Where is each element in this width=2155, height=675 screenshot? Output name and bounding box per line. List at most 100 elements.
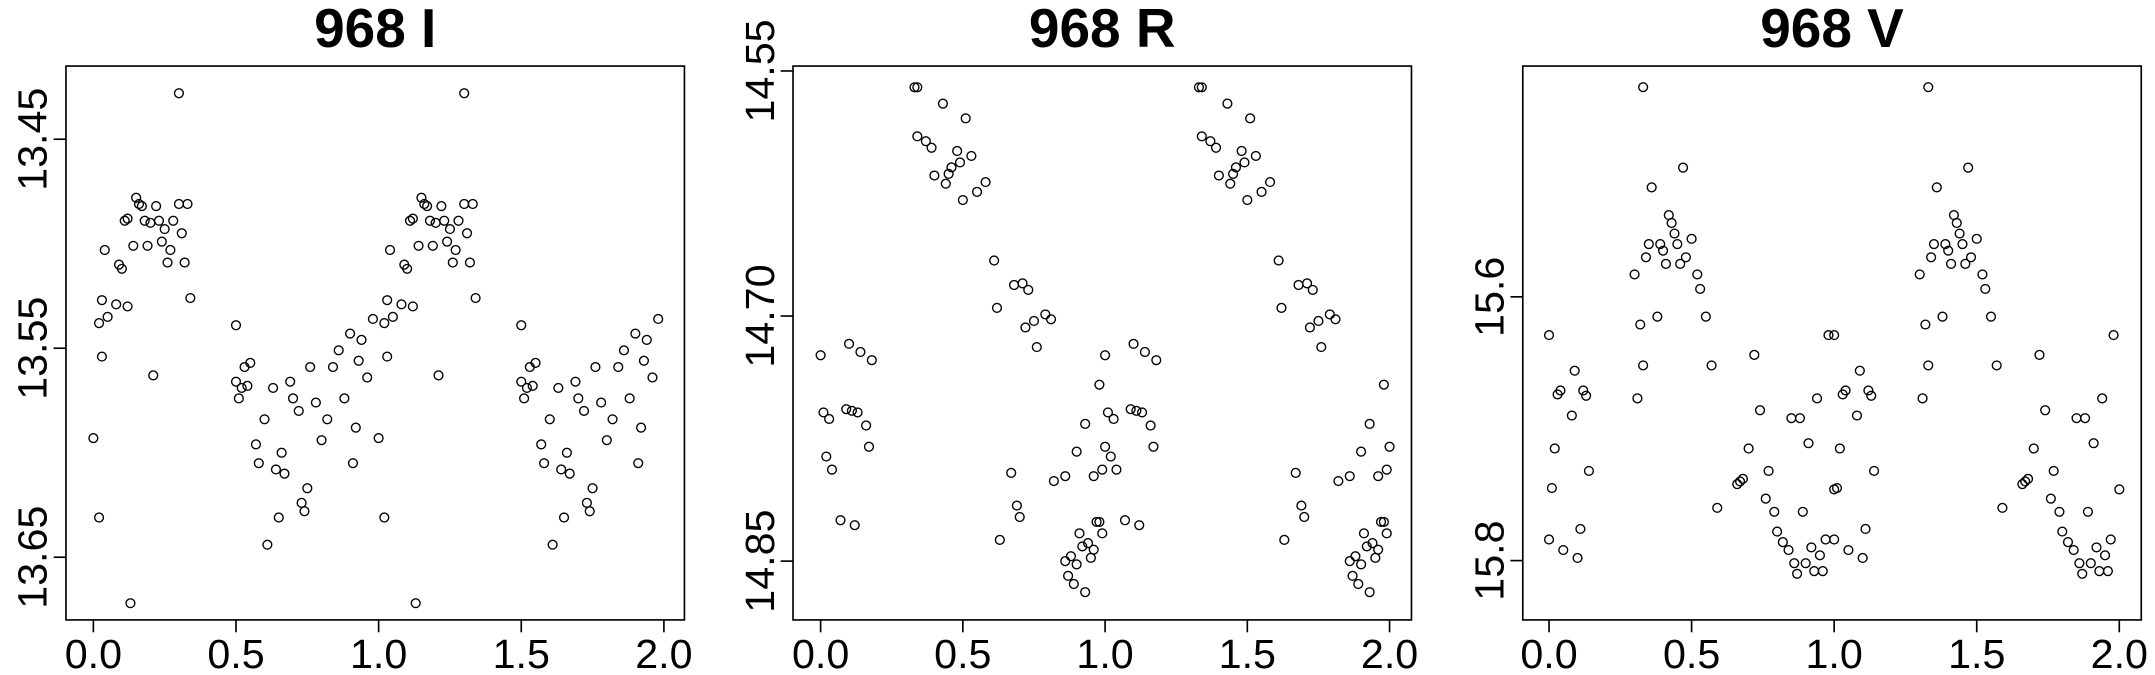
data-point (1245, 113, 1256, 124)
data-point (382, 351, 393, 362)
x-tick-label: 0.0 (792, 631, 849, 675)
data-point (1854, 365, 1865, 376)
data-point (1065, 551, 1077, 562)
data-point (633, 458, 644, 469)
data-point (173, 88, 185, 99)
data-point (459, 88, 470, 99)
x-tick-label: 0.5 (1663, 631, 1720, 675)
plot-frame (65, 65, 686, 621)
data-point (1951, 217, 1962, 229)
data-point (1558, 544, 1569, 556)
data-point (584, 506, 595, 517)
data-point (2079, 413, 2091, 424)
data-point (1712, 502, 1723, 513)
data-point (912, 131, 923, 142)
data-point (940, 178, 951, 189)
data-point (1814, 550, 1825, 561)
data-point (2097, 393, 2108, 404)
data-point (1632, 393, 1643, 404)
data-point (1213, 170, 1224, 181)
panel: 968 I 0.0 0.5 1.0 1.5 2.0 13.45 13.55 13.65 (10, 0, 693, 675)
data-point (145, 217, 156, 228)
data-point (1264, 176, 1276, 188)
data-point (1008, 279, 1020, 291)
data-point (1669, 228, 1680, 239)
data-point (450, 244, 461, 256)
data-point (1125, 404, 1136, 415)
data-point (111, 299, 122, 310)
data-point (453, 215, 464, 226)
data-point (316, 435, 327, 446)
data-point (1546, 482, 1557, 494)
data-point (1803, 438, 1814, 449)
data-point (1743, 443, 1754, 454)
data-point (1210, 142, 1222, 153)
data-point (943, 168, 954, 179)
data-point (1737, 473, 1749, 484)
data-point (1356, 446, 1367, 457)
data-point (179, 257, 190, 268)
data-point (846, 405, 857, 416)
data-point (1006, 467, 1017, 478)
data-point (1145, 420, 1156, 431)
data-point (1063, 570, 1074, 581)
data-point (1102, 407, 1114, 418)
data-point (1666, 217, 1677, 229)
data-point (1330, 314, 1341, 325)
data-point (1373, 471, 1384, 482)
data-point (1085, 552, 1096, 563)
data-point (119, 215, 130, 226)
data-point (957, 194, 968, 206)
data-point (156, 236, 167, 247)
data-point (841, 404, 852, 415)
data-point (544, 414, 555, 425)
data-point (573, 393, 584, 404)
data-point (353, 355, 364, 366)
data-point (267, 382, 279, 394)
data-point (521, 382, 533, 394)
data-point (1236, 145, 1247, 157)
data-point (1914, 269, 1925, 280)
data-point (159, 224, 170, 235)
data-point (516, 376, 527, 387)
data-point (379, 318, 390, 329)
data-point (96, 351, 107, 362)
x-tick-label: 0.5 (207, 631, 264, 675)
data-point (1088, 544, 1099, 555)
data-point (1549, 443, 1560, 454)
data-point (1686, 233, 1697, 244)
data-point (464, 257, 475, 268)
data-point (2102, 566, 2113, 577)
data-point (587, 483, 598, 494)
data-point (1760, 493, 1771, 504)
data-point (347, 458, 359, 469)
data-point (153, 215, 165, 226)
data-point (966, 150, 977, 162)
data-point (971, 186, 983, 197)
data-point (1943, 245, 1954, 256)
data-point (1834, 443, 1845, 454)
data-point (162, 257, 173, 268)
plot-frame (1521, 65, 2143, 621)
data-point (536, 439, 547, 450)
data-point (362, 372, 373, 383)
x-tick-label: 2.0 (2091, 631, 2148, 675)
data-point (384, 244, 396, 256)
data-point (1572, 552, 1583, 564)
data-point (1324, 309, 1335, 320)
data-point (516, 320, 527, 331)
data-point (436, 201, 447, 212)
data-point (1119, 515, 1131, 526)
data-point (327, 361, 339, 373)
data-point (1806, 542, 1817, 553)
data-point (1347, 570, 1358, 581)
data-point (379, 512, 390, 523)
data-point (1851, 410, 1863, 421)
data-point (1734, 476, 1746, 487)
data-point (553, 382, 564, 394)
data-point (1242, 194, 1253, 206)
data-point (1695, 283, 1706, 295)
data-point (2034, 349, 2045, 360)
data-point (2068, 544, 2079, 556)
